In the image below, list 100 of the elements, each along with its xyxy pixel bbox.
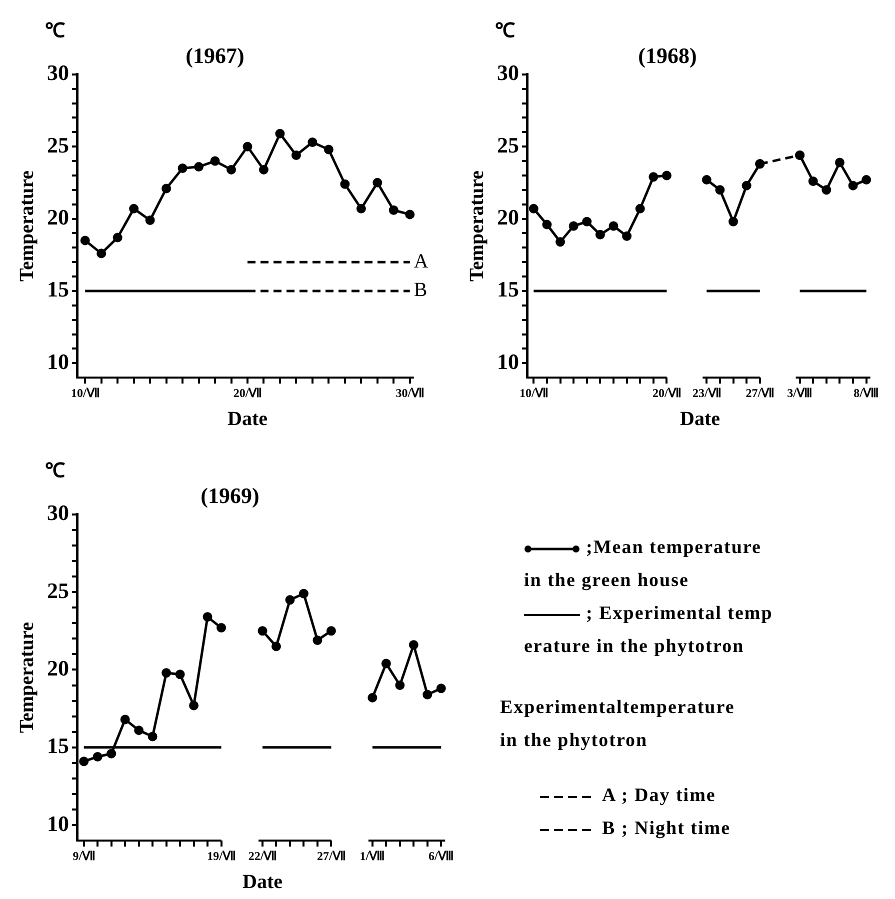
point [194, 162, 204, 172]
text: ℃ [495, 20, 515, 42]
point [312, 635, 322, 645]
x-tick-label: 20/Ⅶ [652, 386, 681, 400]
y-tick-label: 25 [47, 578, 69, 603]
point [381, 658, 391, 668]
point [622, 231, 632, 241]
point [298, 588, 308, 598]
x-tick-label: 8/Ⅷ [854, 386, 880, 400]
y-axis-title: Temperature [466, 170, 488, 282]
chart-title: (1968) [638, 42, 697, 68]
point [395, 680, 405, 690]
point [702, 175, 712, 185]
x-tick-label: 1/Ⅷ [360, 848, 386, 863]
y-tick-label: 25 [497, 132, 519, 158]
text: A ; Day time [602, 785, 716, 806]
text: ℃ [45, 460, 65, 482]
x-tick-label: 10/Ⅶ [70, 386, 100, 400]
point [582, 216, 592, 226]
y-tick-label: 20 [47, 204, 69, 230]
point [162, 184, 172, 194]
point [308, 138, 318, 148]
point [608, 221, 618, 231]
point [556, 237, 566, 247]
x-tick-label: 3/Ⅷ [787, 386, 812, 400]
point [528, 204, 538, 214]
point [742, 180, 752, 190]
point [145, 215, 155, 225]
x-axis-title: Date [680, 408, 720, 430]
point [405, 210, 415, 220]
y-tick-label: 10 [497, 348, 519, 374]
y-tick-label: 20 [497, 204, 519, 230]
x-tick-label: 6/Ⅷ [428, 848, 454, 863]
point [356, 204, 366, 214]
y-tick-label: 10 [47, 348, 69, 374]
x-tick-label: 9/Ⅶ [72, 848, 96, 863]
point [96, 248, 106, 258]
point [728, 216, 738, 226]
point [808, 176, 818, 186]
y-axis-title: Temperature [16, 170, 38, 282]
x-tick-label: 22/Ⅶ [248, 848, 277, 863]
y-tick-label: 30 [47, 500, 69, 526]
point [635, 204, 645, 214]
y-tick-label: 20 [47, 655, 69, 680]
point [216, 623, 226, 633]
point [226, 164, 236, 174]
point [92, 752, 102, 762]
x-axis-title: Date [242, 871, 283, 894]
point [388, 205, 398, 215]
point [120, 714, 130, 724]
y-tick-label: 10 [47, 810, 69, 836]
point [648, 172, 658, 182]
point [129, 204, 139, 214]
point [175, 670, 185, 680]
point [595, 230, 605, 240]
text: erature in the phytotron [524, 636, 744, 657]
point [210, 156, 220, 166]
text: in the phytotron [500, 730, 648, 751]
text: Experimentaltemperature [500, 697, 735, 718]
point [368, 692, 378, 702]
x-tick-label: 27/Ⅶ [317, 848, 346, 863]
y-tick-label: 15 [47, 276, 69, 302]
point [134, 726, 144, 736]
x-tick-label: 20/Ⅶ [233, 386, 262, 400]
point [80, 236, 90, 246]
point [662, 170, 672, 180]
y-tick-label: 15 [47, 733, 69, 758]
point [340, 179, 350, 189]
x-tick-label: 19/Ⅶ [207, 848, 236, 863]
point [189, 700, 199, 710]
x-tick-label: 27/Ⅶ [746, 386, 774, 400]
point [275, 128, 285, 138]
point [862, 175, 872, 185]
point [271, 642, 281, 652]
point [568, 221, 578, 231]
point [202, 612, 212, 622]
x-tick-label: 23/Ⅶ [692, 386, 721, 400]
text: ; Experimental temp [586, 603, 773, 624]
point [285, 595, 295, 605]
point [258, 164, 268, 174]
point [258, 626, 268, 636]
text: in the green house [524, 570, 689, 591]
text: ℃ [45, 20, 65, 42]
text: B ; Night time [602, 818, 731, 839]
point [79, 756, 89, 766]
point [372, 178, 382, 188]
y-tick-label: 15 [497, 276, 519, 302]
point [422, 690, 432, 700]
point [542, 220, 552, 230]
text: ;Mean temperature [586, 537, 762, 558]
point [848, 180, 858, 190]
point [822, 185, 832, 195]
point [326, 626, 336, 636]
point [112, 232, 122, 242]
x-tick-label: 10/Ⅶ [519, 386, 548, 400]
point [106, 748, 116, 758]
chart-title: (1969) [200, 482, 260, 508]
point [715, 185, 725, 195]
y-tick-label: 30 [497, 60, 519, 86]
x-tick-label: 30/Ⅶ [396, 386, 424, 400]
